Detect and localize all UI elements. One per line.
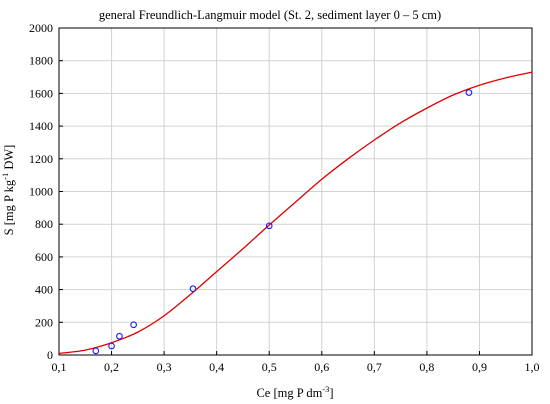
y-tick-label: 2000: [29, 21, 53, 35]
y-tick-labels: 0 200 400 600 800 1000 1200 1400 1600 1800 2000: [29, 21, 53, 362]
x-axis-label-sup: -3: [322, 384, 329, 394]
gridlines: [59, 28, 532, 355]
x-tick-label: 0,8: [419, 360, 434, 374]
y-axis-label: S [mg P kg-1 DW]: [0, 145, 16, 236]
x-tick-label: 0,2: [104, 360, 119, 374]
x-tick-label: 0,6: [314, 360, 329, 374]
y-axis-label-tail: DW]: [2, 145, 16, 173]
x-tick-label: 1,0: [525, 360, 540, 374]
data-point: [265, 222, 273, 230]
x-tick-label: 0,4: [209, 360, 224, 374]
y-tick-label: 1400: [29, 119, 53, 133]
data-point: [130, 321, 137, 329]
y-tick-label: 1800: [29, 54, 53, 68]
y-axis-label-sup: -1: [0, 173, 10, 180]
data-point: [116, 332, 123, 340]
x-tick-label: 0,9: [472, 360, 487, 374]
y-tick-label: 600: [35, 250, 53, 264]
x-tick-label: 0,5: [262, 360, 277, 374]
x-tick-labels: 0,1 0,2 0,3 0,4 0,5 0,6 0,7 0,8 0,9 1,0: [52, 360, 540, 374]
fit-curve: [58, 71, 533, 355]
y-axis-label-base: S [mg P kg: [2, 179, 16, 235]
x-tick-label: 0,1: [52, 360, 67, 374]
data-points: [92, 89, 473, 355]
y-tick-label: 200: [35, 315, 53, 329]
x-axis-label: Ce [mg P dm-3]: [256, 384, 333, 400]
y-tick-label: 1200: [29, 152, 53, 166]
data-point: [108, 342, 115, 350]
y-tick-label: 800: [35, 217, 53, 231]
x-axis-label-tail: ]: [329, 386, 333, 400]
data-point: [92, 347, 100, 355]
y-tick-label: 1600: [29, 86, 53, 100]
data-point: [465, 89, 473, 96]
data-point: [189, 285, 197, 293]
x-tick-label: 0,7: [367, 360, 382, 374]
x-tick-label: 0,3: [157, 360, 172, 374]
fit-curve-group: [58, 71, 533, 355]
chart-title: general Freundlich-Langmuir model (St. 2…: [99, 8, 441, 22]
y-tick-label: 1000: [29, 185, 53, 199]
y-tick-label: 400: [35, 283, 53, 297]
y-tick-label: 0: [47, 348, 53, 362]
x-axis-label-base: Ce [mg P dm: [256, 386, 322, 400]
